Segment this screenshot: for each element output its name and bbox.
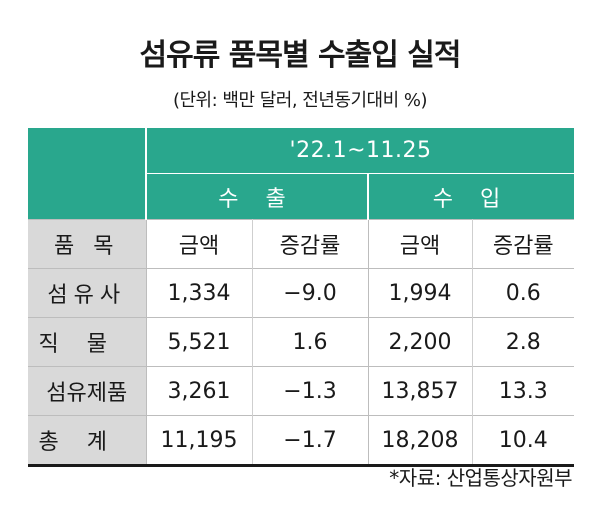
export-change: −1.3 bbox=[252, 366, 369, 416]
column-header-row: 품 목 금액 증감률 금액 증감률 bbox=[28, 219, 575, 269]
period-header-row: '22.1~11.25 bbox=[28, 128, 575, 220]
table-row: 섬유사 1,334 −9.0 1,994 0.6 bbox=[28, 268, 575, 318]
row-item: 섬유사 bbox=[28, 268, 147, 318]
import-amount: 1,994 bbox=[368, 268, 473, 318]
export-amount: 3,261 bbox=[146, 366, 253, 416]
group-header-row: 수 출 수 입 bbox=[28, 173, 575, 220]
export-header: 수 출 bbox=[146, 173, 369, 220]
import-change: 0.6 bbox=[472, 268, 575, 318]
row-item: 섬유제품 bbox=[28, 366, 147, 416]
import-amount: 13,857 bbox=[368, 366, 473, 416]
export-amount: 11,195 bbox=[146, 415, 253, 467]
total-row: 총계 11,195 −1.7 18,208 10.4 bbox=[28, 415, 575, 467]
export-change: −9.0 bbox=[252, 268, 369, 318]
export-change-header: 증감률 bbox=[252, 219, 369, 269]
unit-note: (단위: 백만 달러, 전년동기대비 %) bbox=[172, 90, 428, 111]
export-amount: 5,521 bbox=[146, 317, 253, 367]
row-item: 총계 bbox=[28, 415, 147, 467]
import-amount: 18,208 bbox=[368, 415, 473, 467]
item-header: 품 목 bbox=[28, 219, 147, 269]
header-corner bbox=[28, 128, 147, 220]
import-header: 수 입 bbox=[368, 173, 575, 220]
export-amount: 1,334 bbox=[146, 268, 253, 318]
trade-table: '22.1~11.25 수 출 수 입 품 목 금액 증감률 금액 증감률 섬유… bbox=[28, 128, 575, 467]
table-row: 섬유제품 3,261 −1.3 13,857 13.3 bbox=[28, 366, 575, 416]
export-change: 1.6 bbox=[252, 317, 369, 367]
page-title: 섬유류 품목별 수출입 실적 bbox=[139, 38, 462, 73]
import-change-header: 증감률 bbox=[472, 219, 575, 269]
export-amount-header: 금액 bbox=[146, 219, 253, 269]
table-row: 직물 5,521 1.6 2,200 2.8 bbox=[28, 317, 575, 367]
import-amount-header: 금액 bbox=[368, 219, 473, 269]
row-item: 직물 bbox=[28, 317, 147, 367]
import-change: 2.8 bbox=[472, 317, 575, 367]
source-note: *자료: 산업통상자원부 bbox=[389, 466, 572, 490]
import-change: 10.4 bbox=[472, 415, 575, 467]
export-change: −1.7 bbox=[252, 415, 369, 467]
import-amount: 2,200 bbox=[368, 317, 473, 367]
import-change: 13.3 bbox=[472, 366, 575, 416]
period-header: '22.1~11.25 bbox=[146, 128, 575, 174]
